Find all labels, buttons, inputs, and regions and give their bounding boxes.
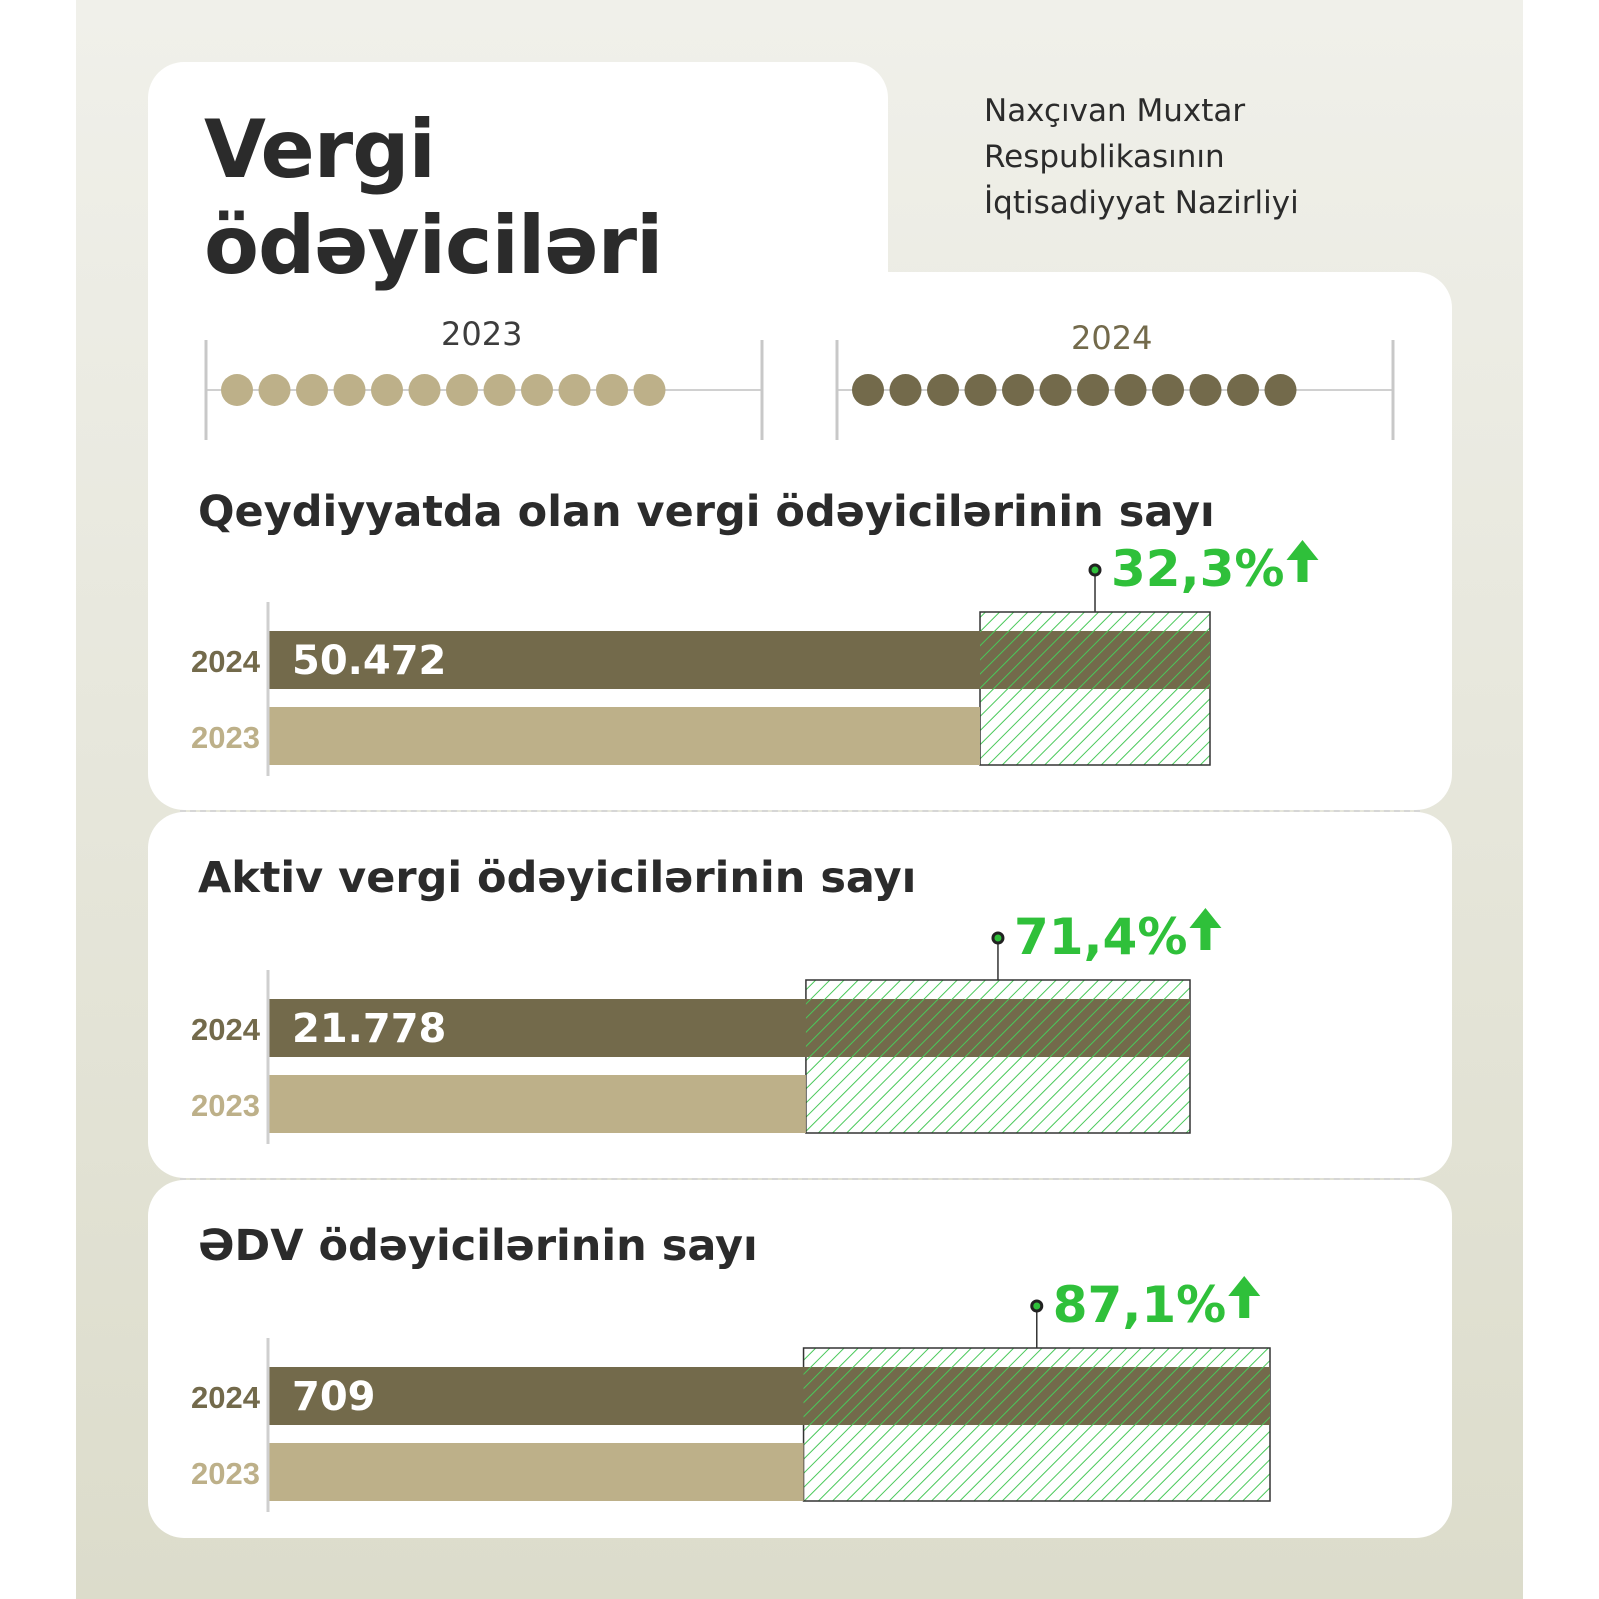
bar-year-label: 2023 [191,720,260,755]
bar-2024-growth-hatch [980,631,1210,689]
month-dot [408,374,441,406]
section-title-active: Aktiv vergi ödəyicilərinin sayı [198,853,917,903]
growth-marker-dot [1088,563,1102,577]
month-dot [521,374,553,406]
page-title-line: Vergi [204,103,436,196]
card-separator [180,1178,1420,1180]
growth-marker-dot [1030,1299,1044,1313]
bar-2023 [268,1075,806,1133]
up-arrow-icon [1286,540,1319,582]
ministry-name: Naxçıvan Muxtar Respublikasının İqtisadi… [984,88,1299,226]
chart-registered-taxpayers: 2024 2023 50.472 32,3% [191,540,1319,776]
month-dot [1039,374,1072,406]
bar-year-label: 2023 [191,1088,260,1123]
month-dot [633,374,666,406]
growth-percent-label: 87,1% [1053,1276,1226,1334]
month-dot [1114,374,1147,406]
bar-2024-growth-hatch [805,999,1190,1057]
up-arrow-icon [1228,1276,1261,1318]
timeline-year-2023: 2023 [441,315,523,353]
month-dot [221,374,253,406]
bar-year-label: 2023 [191,1456,260,1491]
growth-marker-dot [991,931,1005,945]
month-dot [333,374,366,406]
month-dot [1002,374,1034,406]
timeline-2024 [835,340,1395,440]
section-title-vat: ƏDV ödəyicilərinin sayı [198,1221,758,1271]
month-dot [1077,374,1109,406]
month-dot [296,374,328,406]
month-dot [964,374,997,406]
bar-2024-growth-hatch [803,1367,1270,1425]
month-dot [1152,374,1184,406]
page-title: Vergi ödəyiciləri [204,102,663,294]
month-dot [889,374,922,406]
month-dot [371,374,403,406]
bar-year-label: 2024 [191,1380,261,1415]
month-dot [1264,374,1297,406]
month-dot [1227,374,1259,406]
month-dot [596,374,628,406]
growth-percent-label: 32,3% [1111,540,1284,598]
chart-active-taxpayers: 2024 2023 21.778 71,4% [191,908,1222,1144]
month-dot [446,374,478,406]
card-separator [180,810,1420,812]
section-title-registered: Qeydiyyatda olan vergi ödəyicilərinin sa… [198,487,1215,537]
timeline-year-2024: 2024 [1071,319,1153,357]
month-dot [258,374,291,406]
bar-year-label: 2024 [191,644,261,679]
ministry-line: Respublikasının [984,139,1225,175]
bar-2023 [268,707,981,765]
month-dot [1189,374,1222,406]
up-arrow-icon [1189,908,1222,950]
month-dot [852,374,884,406]
month-dot [483,374,516,406]
bar-value-label: 709 [292,1374,376,1420]
month-dot [558,374,591,406]
ministry-line: Naxçıvan Muxtar [984,93,1246,129]
timeline-2023 [204,340,764,440]
page-title-line: ödəyiciləri [204,199,663,292]
bar-2023 [268,1443,804,1501]
chart-vat-payers: 2024 2023 709 87,1% [191,1276,1271,1512]
bar-value-label: 50.472 [292,638,446,684]
bar-value-label: 21.778 [292,1006,446,1052]
ministry-line: İqtisadiyyat Nazirliyi [984,185,1299,221]
month-dot [927,374,959,406]
growth-percent-label: 71,4% [1014,908,1187,966]
bar-year-label: 2024 [191,1012,261,1047]
